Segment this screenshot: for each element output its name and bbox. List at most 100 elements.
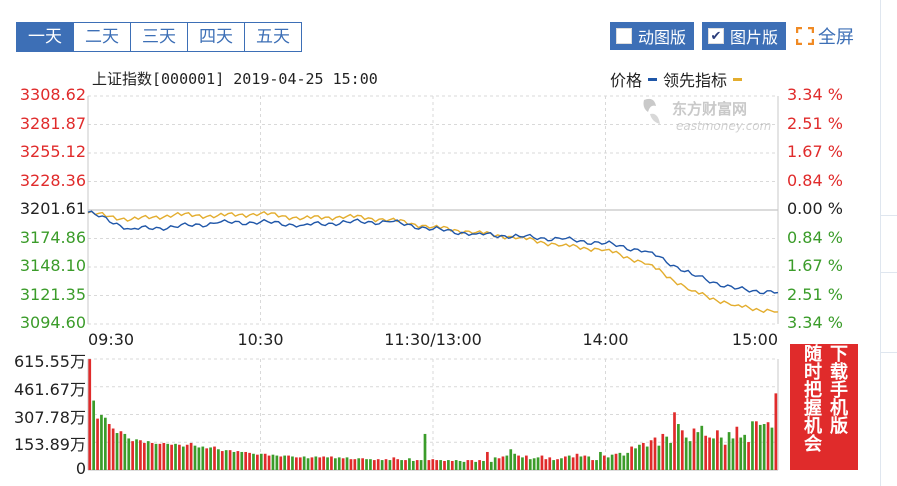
volume-bar xyxy=(271,454,275,470)
volume-bar xyxy=(135,439,138,470)
volume-bar xyxy=(154,443,158,470)
series-lines xyxy=(87,210,779,314)
volume-bar xyxy=(213,446,216,470)
volume-bar xyxy=(103,417,107,470)
volume-bar xyxy=(209,447,212,470)
volume-bar xyxy=(408,458,411,470)
volume-bar xyxy=(88,359,92,470)
percent-tick-label: 0.84 % xyxy=(787,227,843,247)
ad-line-download: 随时把握机会 xyxy=(801,344,822,452)
volume-bar xyxy=(92,400,95,470)
volume-bar xyxy=(111,428,115,470)
volume-bar xyxy=(641,442,645,470)
volume-bar xyxy=(692,428,696,470)
animated-checkbox[interactable] xyxy=(616,28,632,44)
chart-legend: 价格 领先指标 xyxy=(610,67,748,91)
volume-bar xyxy=(392,457,396,470)
volume-bar xyxy=(388,460,392,470)
volume-bar xyxy=(411,460,415,470)
volume-bar xyxy=(610,454,614,470)
volume-bar xyxy=(380,460,384,470)
fullscreen-icon xyxy=(796,27,814,45)
time-tick-label: 10:30 xyxy=(237,330,284,349)
picture-checkbox[interactable]: ✔ xyxy=(708,28,724,44)
tab-one-day[interactable]: 一天 xyxy=(17,23,74,51)
volume-bar xyxy=(548,457,552,470)
volume-bar xyxy=(240,451,244,470)
volume-tick-label: 0 xyxy=(75,459,86,478)
legend-price-label: 价格 xyxy=(610,71,643,90)
volume-bar xyxy=(560,458,563,470)
volume-bar xyxy=(634,448,637,470)
price-tick-label: 3201.61 xyxy=(19,199,86,218)
volume-bar xyxy=(571,457,575,470)
volume-bar xyxy=(688,441,692,470)
volume-tick-label: 615.55万 xyxy=(14,352,86,371)
volume-bar xyxy=(314,456,318,470)
percent-tick-label: 0.00 % xyxy=(787,199,843,218)
volume-bar xyxy=(252,453,255,470)
volume-bar xyxy=(341,458,345,470)
volume-bar xyxy=(220,451,224,470)
time-tick-label: 14:00 xyxy=(582,330,629,349)
volume-bar xyxy=(755,421,758,470)
volume-bar xyxy=(680,430,684,470)
volume-bar xyxy=(244,451,248,470)
price-tick-label: 3094.60 xyxy=(19,313,86,332)
volume-bar xyxy=(322,456,325,470)
volume-bar xyxy=(450,460,454,470)
checkmark-icon: ✔ xyxy=(710,28,722,44)
volume-bar xyxy=(630,446,633,470)
volume-bar xyxy=(462,461,466,470)
price-tick-label: 3281.87 xyxy=(19,113,86,133)
volume-bar xyxy=(731,438,735,470)
volume-bar xyxy=(661,433,665,470)
volume-bar xyxy=(357,458,361,470)
legend-leading-swatch xyxy=(733,77,743,81)
volume-bar xyxy=(224,450,228,470)
picture-mode-toggle[interactable]: ✔ 图片版 xyxy=(702,22,787,50)
volume-bar xyxy=(361,458,364,470)
volume-bar xyxy=(669,442,672,470)
volume-bar xyxy=(248,452,251,470)
volume-bar xyxy=(622,455,626,470)
volume-bar xyxy=(306,458,310,470)
tab-five-days[interactable]: 五天 xyxy=(245,23,301,51)
volume-bar xyxy=(298,457,302,470)
volume-bar xyxy=(283,455,287,470)
volume-bar xyxy=(384,459,388,470)
volume-bar xyxy=(540,455,544,470)
volume-bar xyxy=(369,459,372,470)
volume-bar xyxy=(256,454,259,470)
price-grid xyxy=(87,95,779,325)
volume-bar xyxy=(591,460,594,470)
volume-bar xyxy=(575,453,579,470)
volume-bar xyxy=(486,451,489,470)
volume-bar xyxy=(279,456,283,470)
volume-bar xyxy=(700,425,704,470)
volume-bar xyxy=(645,446,649,470)
download-mobile-ad[interactable]: 随时把握机会 下载手机版 xyxy=(790,344,858,470)
volume-bar xyxy=(119,431,123,470)
tab-four-days[interactable]: 四天 xyxy=(188,23,245,51)
volume-bar xyxy=(665,436,669,470)
volume-tick-label: 461.67万 xyxy=(14,379,86,399)
volume-bar xyxy=(704,435,708,470)
volume-bar xyxy=(599,451,602,470)
fullscreen-button[interactable]: 全屏 xyxy=(796,22,854,50)
volume-bar xyxy=(372,460,376,470)
volume-bar xyxy=(447,460,450,470)
tab-three-days[interactable]: 三天 xyxy=(131,23,188,51)
volume-bar xyxy=(96,418,99,470)
eastmoney-logo-icon xyxy=(643,98,660,124)
volume-bar xyxy=(100,415,103,470)
picture-mode-label: 图片版 xyxy=(730,28,779,47)
tab-two-days[interactable]: 二天 xyxy=(74,23,131,51)
volume-bar xyxy=(404,460,407,470)
price-tick-label: 3174.86 xyxy=(19,227,86,247)
eastmoney-watermark: 东方财富网 eastmoney.com xyxy=(643,98,771,133)
volume-bar xyxy=(185,444,189,470)
animated-mode-toggle[interactable]: 动图版 xyxy=(610,22,695,50)
volume-bar xyxy=(236,451,240,470)
